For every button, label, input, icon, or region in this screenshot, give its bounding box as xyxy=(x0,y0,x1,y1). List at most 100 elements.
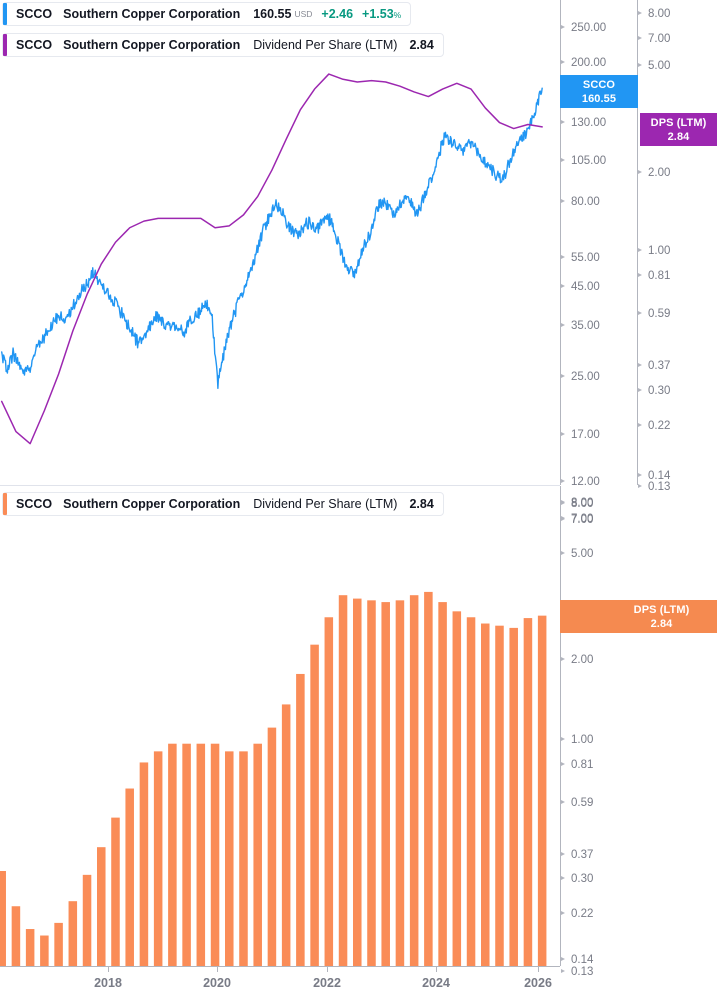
dps-panel-axis-tick-label: 0.81 xyxy=(571,759,594,771)
dps-bar xyxy=(153,751,163,966)
legend-dps-panel[interactable]: SCCO Southern Copper Corporation Dividen… xyxy=(2,492,444,516)
dps-panel-axis-tick-label: 8.00 xyxy=(571,498,594,510)
legend-ticker: SCCO xyxy=(16,38,53,52)
dps-bar xyxy=(210,743,220,966)
dps-bar xyxy=(11,906,21,966)
price-chart-panel[interactable] xyxy=(0,0,560,485)
dps-panel-axis-tick-label: 0.30 xyxy=(571,873,594,885)
dps-bar xyxy=(353,598,362,966)
legend-metric: Dividend Per Share (LTM) xyxy=(253,497,398,511)
badge-label: DPS (LTM) xyxy=(650,117,707,129)
price-axis-tick-label: 8.00 xyxy=(571,497,594,509)
dps-panel-axis-tick-mark xyxy=(561,800,565,804)
price-axis-tick-label: 25.00 xyxy=(571,371,600,383)
dps-bar xyxy=(225,751,234,966)
dps-overlay-axis-tick-label: 1.00 xyxy=(648,245,671,257)
x-axis-tick-mark xyxy=(327,967,328,972)
dps-bar xyxy=(97,847,106,966)
dps-panel-axis-tick-mark xyxy=(561,957,565,961)
dps-overlay-axis-tick-mark xyxy=(638,36,642,40)
dps-bar xyxy=(367,600,376,966)
price-badge-dps-overlay[interactable]: DPS (LTM) 2.84 xyxy=(640,113,717,146)
legend-metric: Dividend Per Share (LTM) xyxy=(253,38,398,52)
dps-overlay-axis-tick-label: 0.30 xyxy=(648,385,671,397)
legend-ticker: SCCO xyxy=(16,7,53,21)
dps-overlay-axis-tick-label: 0.22 xyxy=(648,420,671,432)
legend-color-swatch xyxy=(3,3,7,25)
dps-overlay-axis-tick-mark xyxy=(638,311,642,315)
price-badge-dps-panel[interactable]: DPS (LTM) 2.84 xyxy=(560,600,717,633)
dps-panel-axis-tick-label: 0.59 xyxy=(571,797,594,809)
x-axis-tick-mark xyxy=(217,967,218,972)
legend-company: Southern Copper Corporation xyxy=(63,7,241,21)
dps-chart-panel[interactable] xyxy=(0,486,560,966)
x-axis-label: 2022 xyxy=(313,976,341,990)
dps-bar xyxy=(481,623,490,966)
dps-bar xyxy=(281,704,291,966)
legend-color-swatch xyxy=(3,34,7,56)
dps-overlay-axis-tick-label: 0.13 xyxy=(648,481,671,493)
dps-bar xyxy=(168,743,177,966)
dps-bar xyxy=(68,901,78,966)
price-axis-tick-label: 17.00 xyxy=(571,429,600,441)
dps-bar xyxy=(452,611,462,966)
dps-bar xyxy=(125,788,134,966)
price-axis-line xyxy=(560,0,561,485)
price-axis-tick-mark xyxy=(561,199,565,203)
legend-company: Southern Copper Corporation xyxy=(63,497,241,511)
dps-bar xyxy=(424,591,433,966)
price-axis-tick-mark xyxy=(561,255,565,259)
dps-bar xyxy=(25,929,35,966)
dps-bar xyxy=(239,751,248,966)
dps-overlay-axis-tick-label: 0.59 xyxy=(648,308,671,320)
dps-panel-axis-tick-mark xyxy=(561,876,565,880)
dps-overlay-axis-line xyxy=(637,0,638,485)
dps-bar xyxy=(537,615,547,966)
x-axis-tick-mark xyxy=(108,967,109,972)
dps-panel-axis-tick-label: 7.00 xyxy=(571,514,594,526)
dps-overlay-line xyxy=(0,73,543,445)
dps-bar xyxy=(395,600,405,966)
dps-overlay-axis-tick-mark xyxy=(638,11,642,15)
price-axis-tick-mark xyxy=(561,374,565,378)
price-axis-tick-label: 80.00 xyxy=(571,196,600,208)
dps-bar xyxy=(438,602,447,966)
dps-bar xyxy=(324,617,334,966)
dps-panel-axis-tick-label: 1.00 xyxy=(571,734,594,746)
dps-bar xyxy=(54,922,63,966)
dps-bar xyxy=(495,625,504,966)
legend-color-swatch xyxy=(3,493,7,515)
dps-panel-axis-tick-mark xyxy=(561,737,565,741)
x-axis-label: 2020 xyxy=(203,976,231,990)
dps-bar xyxy=(111,817,120,966)
legend-dps-overlay[interactable]: SCCO Southern Copper Corporation Dividen… xyxy=(2,33,444,57)
price-axis-tick-mark xyxy=(561,60,565,64)
legend-value: 2.84 xyxy=(409,38,434,52)
x-axis-tick-mark xyxy=(538,967,539,972)
legend-change-pct: +1.53% xyxy=(362,7,402,21)
price-badge-scco[interactable]: SCCO 160.55 xyxy=(560,75,638,108)
dps-panel-axis-tick-mark xyxy=(561,969,565,973)
price-axis-tick-label: 200.00 xyxy=(571,57,607,69)
dps-panel-axis-tick-mark xyxy=(561,551,565,555)
dps-overlay-axis-tick-label: 2.00 xyxy=(648,167,671,179)
dps-panel-axis-tick-label: 0.37 xyxy=(571,849,594,861)
dps-overlay-axis-tick-label: 0.81 xyxy=(648,270,671,282)
badge-label: SCCO xyxy=(582,79,616,91)
legend-price[interactable]: SCCO Southern Copper Corporation 160.55 … xyxy=(2,2,412,26)
dps-bar xyxy=(466,617,476,966)
dps-overlay-axis-tick-mark xyxy=(638,63,642,67)
x-axis-line xyxy=(0,966,560,967)
dps-overlay-axis-tick-mark xyxy=(638,248,642,252)
dps-panel-axis-tick-mark xyxy=(561,762,565,766)
price-chart-canvas xyxy=(0,73,543,445)
price-axis-tick-label: 35.00 xyxy=(571,320,600,332)
dps-panel-axis-tick-mark xyxy=(561,852,565,856)
price-axis-tick-mark xyxy=(561,25,565,29)
dps-bar xyxy=(409,595,419,966)
dps-bar xyxy=(182,743,191,966)
dps-overlay-axis-tick-label: 7.00 xyxy=(648,33,671,45)
dps-bar xyxy=(0,871,6,966)
dps-overlay-axis-tick-mark xyxy=(638,170,642,174)
dps-bar xyxy=(40,935,49,966)
